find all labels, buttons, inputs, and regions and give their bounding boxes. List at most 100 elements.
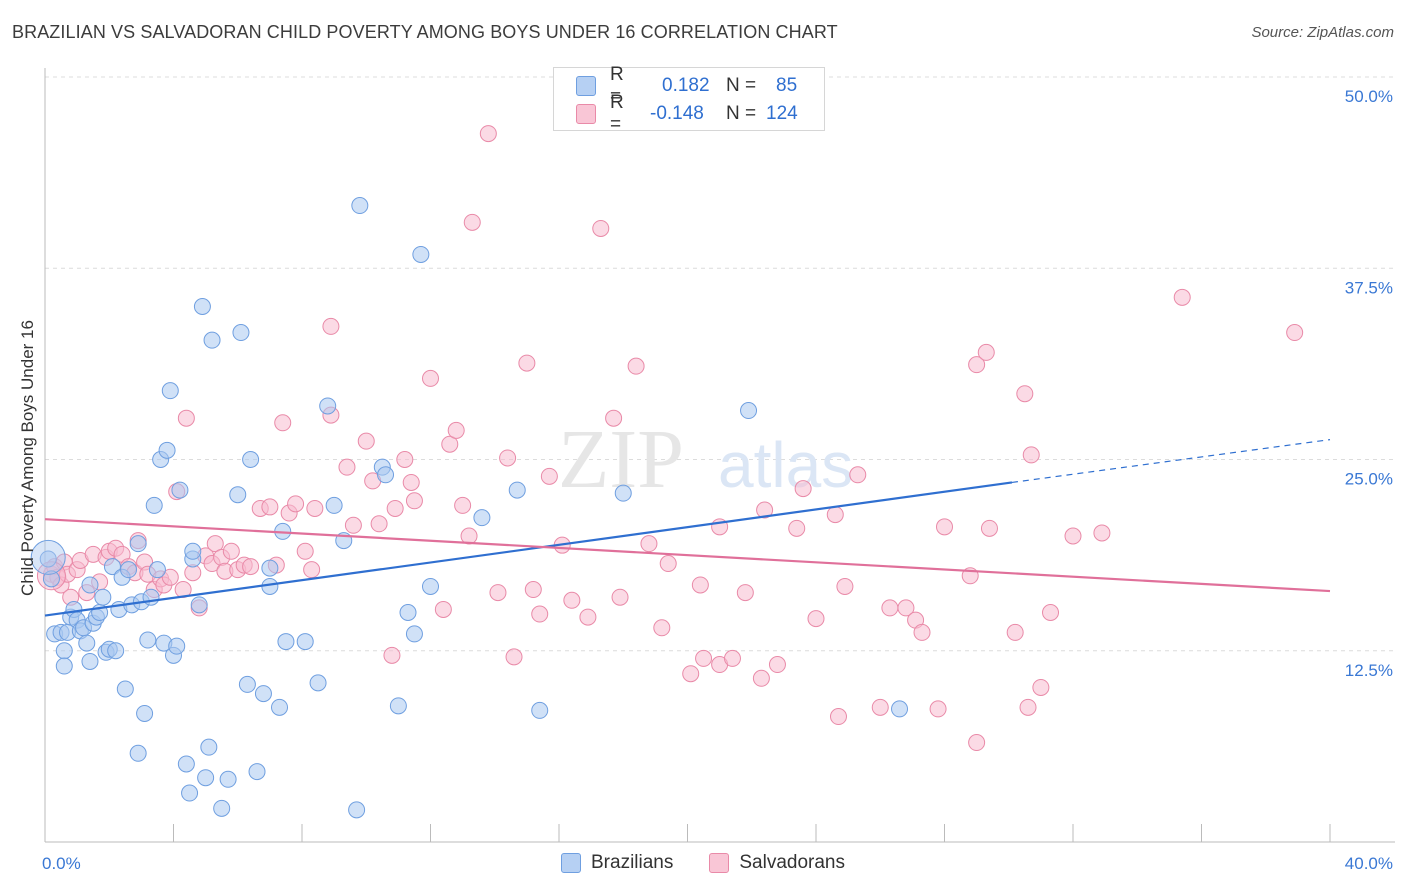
data-point xyxy=(229,486,247,504)
data-point xyxy=(540,467,558,485)
data-point xyxy=(881,599,899,617)
data-point xyxy=(81,576,99,594)
legend-r-label: R = xyxy=(610,64,624,107)
data-point xyxy=(752,669,770,687)
data-point xyxy=(344,516,362,534)
data-point xyxy=(980,519,998,537)
data-point xyxy=(579,608,597,626)
trend-lines xyxy=(44,439,1331,617)
data-point xyxy=(129,744,147,762)
data-point xyxy=(161,382,179,400)
data-point xyxy=(190,596,208,614)
legend-item-brazilians[interactable]: Brazilians xyxy=(561,852,673,874)
data-point xyxy=(402,473,420,491)
data-point xyxy=(116,680,134,698)
data-point xyxy=(396,451,414,468)
data-point xyxy=(508,481,526,499)
data-point xyxy=(524,581,542,599)
data-point xyxy=(736,584,754,602)
data-point xyxy=(499,449,517,467)
legend-r-label: R = xyxy=(610,92,624,135)
x-tick-label: 0.0% xyxy=(42,854,81,873)
data-point xyxy=(518,354,536,372)
legend-n-value: 85 xyxy=(776,75,798,96)
data-point xyxy=(441,435,459,453)
data-point xyxy=(1032,678,1050,696)
data-point xyxy=(177,755,195,773)
data-point xyxy=(322,317,340,335)
data-point xyxy=(691,576,709,594)
x-tick-label: 40.0% xyxy=(1345,854,1393,873)
legend-swatch-salvadorans xyxy=(709,853,730,873)
legend-n-label: N = xyxy=(726,75,757,96)
data-point xyxy=(242,451,260,468)
svg-text:atlas: atlas xyxy=(718,429,853,501)
data-point xyxy=(794,480,812,498)
trend-line-brazilians-extension xyxy=(1011,439,1331,484)
data-point xyxy=(1006,623,1024,641)
data-point xyxy=(891,700,909,718)
legend-r-value: 0.182 xyxy=(662,75,710,96)
data-point xyxy=(261,559,279,577)
data-point xyxy=(181,784,199,802)
data-point xyxy=(242,558,260,576)
data-point xyxy=(479,125,497,143)
data-point xyxy=(723,649,741,667)
data-point xyxy=(309,674,327,692)
data-point xyxy=(463,213,481,231)
data-point xyxy=(454,496,472,514)
data-point xyxy=(682,665,700,683)
data-point xyxy=(306,499,324,517)
data-point xyxy=(447,421,465,439)
data-point xyxy=(1173,288,1191,306)
legend-item-salvadorans[interactable]: Salvadorans xyxy=(709,852,845,874)
data-point xyxy=(261,577,279,595)
data-point xyxy=(640,535,658,553)
data-point xyxy=(399,604,417,621)
data-point xyxy=(936,518,953,536)
data-point xyxy=(913,623,931,641)
data-point xyxy=(171,481,189,499)
data-point xyxy=(158,441,176,459)
data-point xyxy=(351,197,369,215)
legend-row-brazilians: R = 0.182 N = 85 xyxy=(576,64,798,107)
data-point xyxy=(55,657,73,675)
data-point xyxy=(605,409,623,427)
data-point xyxy=(222,542,240,560)
legend-label-salvadorans: Salvadorans xyxy=(739,852,845,873)
data-point xyxy=(1019,698,1037,716)
data-point xyxy=(129,535,147,553)
data-point xyxy=(261,498,279,516)
data-point xyxy=(740,402,758,420)
y-axis-label: Child Poverty Among Boys Under 16 xyxy=(18,320,37,596)
chart-source: Source: ZipAtlas.com xyxy=(1251,24,1394,41)
data-point xyxy=(177,409,195,427)
data-point xyxy=(829,708,847,726)
data-point xyxy=(287,495,305,513)
data-point xyxy=(338,458,356,476)
data-point xyxy=(370,515,388,533)
data-point xyxy=(422,577,439,595)
data-point xyxy=(377,466,395,484)
data-point xyxy=(405,625,423,643)
data-point xyxy=(897,599,915,617)
y-tick-label: 37.5% xyxy=(1345,278,1393,297)
data-point xyxy=(193,298,211,315)
data-point xyxy=(145,496,163,514)
data-point xyxy=(55,642,73,660)
data-point xyxy=(826,506,844,524)
data-point xyxy=(505,648,523,666)
data-point xyxy=(348,801,366,819)
data-point xyxy=(200,738,218,756)
data-point xyxy=(1093,524,1111,542)
data-point xyxy=(836,577,854,595)
data-point xyxy=(357,432,375,450)
correlation-legend: R = 0.182 N = 85 R = -0.148 N = 124 xyxy=(553,64,825,135)
data-point xyxy=(611,588,629,606)
data-point xyxy=(968,356,986,374)
data-point xyxy=(531,605,549,623)
chart-title: BRAZILIAN VS SALVADORAN CHILD POVERTY AM… xyxy=(12,22,838,42)
data-point xyxy=(30,539,66,575)
data-point xyxy=(206,535,224,553)
y-tick-label: 12.5% xyxy=(1345,661,1393,680)
